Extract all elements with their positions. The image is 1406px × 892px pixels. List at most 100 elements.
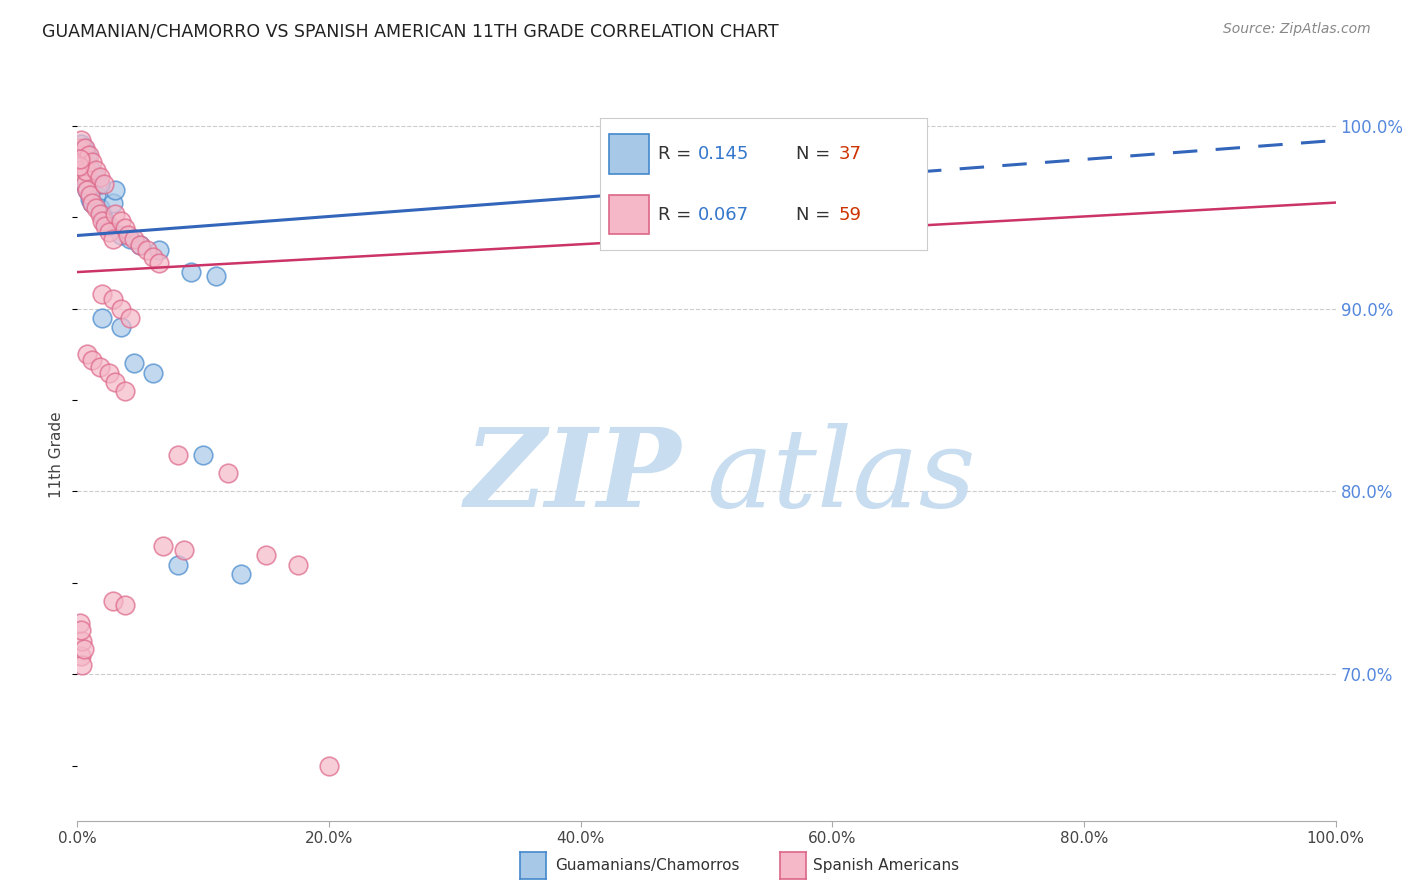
Point — [101, 195, 124, 210]
Point — [76, 183, 98, 197]
Point — [72, 641, 94, 656]
Text: N =: N = — [796, 145, 835, 163]
Point — [217, 467, 239, 481]
Point — [97, 219, 120, 234]
Point — [91, 214, 114, 228]
Point — [97, 366, 120, 380]
Text: 0.145: 0.145 — [697, 145, 749, 163]
Point — [73, 141, 96, 155]
Point — [69, 148, 91, 162]
Point — [114, 221, 136, 235]
Point — [72, 162, 94, 177]
Point — [254, 549, 277, 563]
FancyBboxPatch shape — [609, 194, 648, 235]
Point — [89, 169, 111, 184]
Point — [142, 251, 165, 265]
Text: Guamanians/Chamorros: Guamanians/Chamorros — [555, 858, 740, 872]
Point — [110, 320, 132, 334]
Point — [76, 347, 98, 361]
Text: 0.067: 0.067 — [697, 205, 749, 224]
Point — [77, 159, 100, 173]
Point — [148, 256, 170, 270]
Point — [94, 219, 117, 234]
Point — [120, 232, 142, 246]
Point — [110, 214, 132, 228]
Point — [89, 206, 111, 220]
Point — [70, 152, 93, 166]
Text: R =: R = — [658, 205, 697, 224]
Point — [79, 192, 101, 206]
Point — [110, 228, 132, 243]
Point — [75, 169, 97, 184]
Point — [73, 178, 96, 192]
Point — [67, 141, 90, 155]
Point — [101, 293, 124, 307]
Point — [89, 360, 111, 375]
Point — [72, 634, 94, 648]
Text: ZIP: ZIP — [465, 423, 682, 531]
Point — [70, 624, 93, 638]
Point — [167, 558, 190, 572]
Point — [84, 201, 107, 215]
Point — [67, 155, 90, 169]
Point — [70, 649, 93, 664]
Point — [229, 566, 252, 581]
Point — [69, 164, 91, 178]
Point — [110, 301, 132, 316]
Point — [76, 148, 98, 162]
Point — [101, 232, 124, 246]
Point — [82, 195, 104, 210]
Point — [104, 206, 127, 220]
Point — [122, 357, 145, 371]
Point — [114, 384, 136, 398]
Text: Spanish Americans: Spanish Americans — [813, 858, 959, 872]
Point — [180, 265, 202, 279]
Point — [94, 214, 117, 228]
Point — [104, 375, 127, 389]
Point — [67, 159, 90, 173]
Point — [70, 155, 93, 169]
Point — [148, 243, 170, 257]
Point — [129, 237, 152, 252]
Point — [101, 594, 124, 608]
Point — [77, 148, 100, 162]
Point — [204, 268, 226, 283]
Point — [84, 188, 107, 202]
Point — [72, 169, 94, 184]
Point — [104, 183, 127, 197]
Point — [167, 448, 190, 462]
Point — [173, 543, 195, 558]
Point — [117, 228, 139, 243]
Text: N =: N = — [796, 205, 835, 224]
Point — [82, 352, 104, 367]
Y-axis label: 11th Grade: 11th Grade — [49, 411, 65, 499]
Point — [84, 169, 107, 184]
Point — [82, 164, 104, 178]
Point — [91, 206, 114, 220]
Point — [93, 178, 115, 192]
Point — [75, 164, 97, 178]
Point — [142, 366, 165, 380]
Point — [318, 759, 340, 773]
Point — [69, 152, 91, 166]
Point — [76, 183, 98, 197]
Point — [135, 243, 157, 257]
Point — [91, 287, 114, 301]
Point — [191, 448, 215, 462]
Point — [89, 201, 111, 215]
Point — [97, 225, 120, 239]
Point — [91, 310, 114, 325]
Point — [122, 232, 145, 246]
Point — [72, 174, 94, 188]
Point — [89, 178, 111, 192]
Text: R =: R = — [658, 145, 697, 163]
Point — [72, 141, 94, 155]
Text: 59: 59 — [838, 205, 862, 224]
Point — [82, 155, 104, 169]
Point — [70, 137, 93, 152]
Point — [70, 133, 93, 147]
Point — [152, 540, 174, 554]
Text: 37: 37 — [838, 145, 862, 163]
Text: atlas: atlas — [707, 423, 976, 531]
Point — [72, 658, 94, 673]
